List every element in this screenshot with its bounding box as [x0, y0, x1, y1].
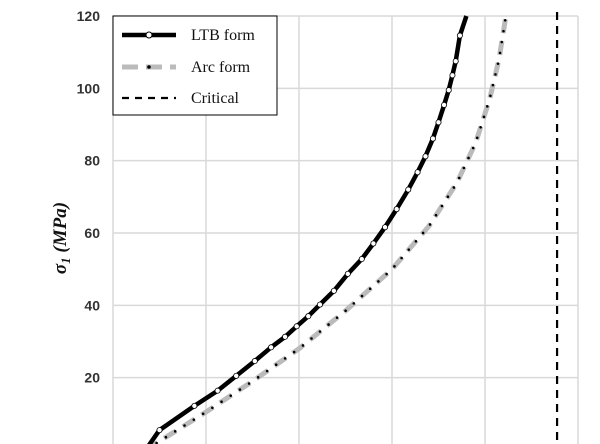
series-ltb-form	[147, 15, 469, 444]
y-axis-label-subscript: 1	[58, 257, 73, 264]
y-tick-labels: 20 40 60 80 100 120	[77, 8, 101, 386]
series-ltb-form-marker	[405, 186, 412, 193]
series-ltb-form-marker	[441, 101, 448, 108]
series-ltb-form-marker	[251, 358, 258, 365]
series-ltb-form-marker	[344, 270, 351, 277]
series-ltb-form-marker	[330, 287, 337, 294]
legend-label-0: LTB form	[191, 27, 255, 44]
series-ltb-form-marker	[382, 224, 389, 231]
y-tick-label-20: 20	[84, 370, 100, 386]
legend: LTB form Arc form Critical	[112, 15, 278, 116]
series-arc-form-line	[150, 15, 509, 444]
series-ltb-form-marker	[435, 119, 442, 126]
legend-ltb-marker	[145, 31, 153, 39]
legend-label-2: Critical	[191, 90, 240, 107]
series-ltb-form-marker	[449, 72, 456, 79]
series-ltb-form-marker	[214, 387, 221, 394]
series-ltb-form-marker	[282, 333, 289, 340]
series-ltb-form-marker	[293, 323, 300, 330]
series-arc-form	[150, 14, 509, 444]
y-axis-label-unit: (MPa)	[50, 202, 71, 257]
series-ltb-form-marker	[268, 344, 275, 351]
series-ltb-form-marker	[414, 169, 421, 176]
series-ltb-form-marker	[456, 32, 463, 39]
series-ltb-form-marker	[191, 402, 198, 409]
y-tick-label-60: 60	[84, 225, 100, 241]
series-ltb-form-marker	[305, 313, 312, 320]
series-ltb-form-marker	[233, 372, 240, 379]
y-tick-label-40: 40	[84, 297, 100, 313]
series-ltb-form-marker	[358, 256, 365, 263]
y-tick-label-80: 80	[84, 153, 100, 169]
series-ltb-form-marker	[445, 87, 452, 94]
legend-arc-marker	[147, 65, 151, 69]
series-ltb-form-marker	[393, 206, 400, 213]
series-ltb-form-marker	[370, 240, 377, 247]
y-tick-label-100: 100	[77, 80, 101, 96]
y-axis-label: σ1 (MPa)	[50, 202, 73, 274]
series-ltb-form-marker	[316, 301, 323, 308]
series-ltb-form-line	[147, 15, 469, 444]
series-ltb-form-marker	[452, 58, 459, 65]
series-ltb-form-marker	[156, 427, 163, 434]
series-ltb-form-marker	[422, 153, 429, 160]
series-layer	[147, 12, 559, 444]
legend-label-1: Arc form	[191, 59, 251, 76]
series-ltb-form-marker	[429, 135, 436, 142]
y-tick-label-120: 120	[77, 8, 101, 24]
